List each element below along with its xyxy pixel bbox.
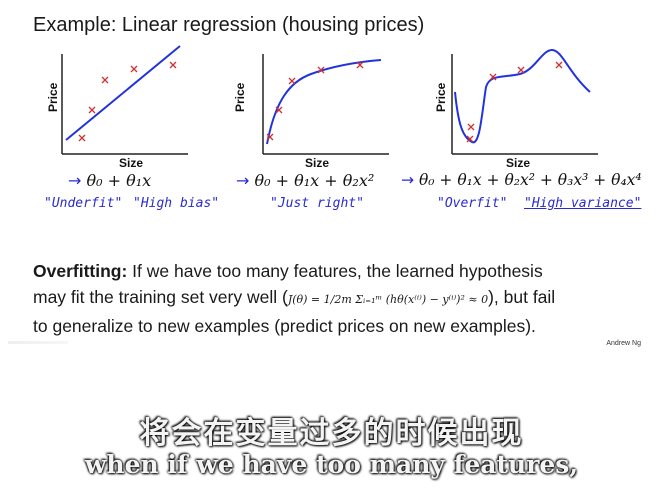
y-axis-label: Price: [233, 83, 247, 112]
data-point: [79, 135, 85, 141]
hypothesis-formula: → θ₀ + θ₁x + θ₂x²: [236, 171, 374, 190]
line-2-pre: may fit the training set very well (: [33, 287, 288, 307]
subtitle-english: when if we have too many features,: [0, 450, 663, 479]
author-credit: Andrew Ng: [606, 340, 641, 347]
data-point: [518, 67, 524, 73]
arrow-icon: →: [68, 171, 81, 190]
data-point: [102, 77, 108, 83]
line-1-text: If we have too many features, the learne…: [127, 261, 542, 281]
arrow-icon: →: [236, 171, 249, 190]
paragraph-line-1: Overfitting: If we have too many feature…: [33, 258, 643, 284]
x-axis-label: Size: [119, 156, 143, 170]
formula-text: θ₀ + θ₁x: [87, 171, 152, 190]
data-points: [79, 62, 176, 141]
note-underfit: "Underfit": [44, 196, 122, 211]
hypothesis-formula: → θ₀ + θ₁x: [68, 171, 151, 190]
plot-underfit-canvas: [60, 52, 190, 156]
hypothesis-formula: → θ₀ + θ₁x + θ₂x² + θ₃x³ + θ₄x⁴: [401, 171, 642, 189]
x-axis-label: Size: [305, 156, 329, 170]
fit-curve: [66, 46, 180, 140]
data-point: [556, 62, 562, 68]
paragraph-line-3: to generalize to new examples (predict p…: [33, 313, 643, 339]
plot-overfit-canvas: [450, 52, 600, 156]
faint-mark: [8, 341, 68, 344]
subtitle-chinese: 将会在变量过多的时候出现: [0, 408, 663, 452]
y-axis-label: Price: [434, 83, 448, 112]
cost-function: J(θ) = 1/2m Σᵢ₌₁ᵐ (hθ(x⁽ⁱ⁾) − y⁽ⁱ⁾)² ≈ 0: [288, 293, 488, 306]
data-point: [131, 66, 137, 72]
line-2-post: ), but fail: [488, 287, 555, 307]
data-point: [468, 124, 474, 130]
note-high-bias: "High bias": [133, 196, 219, 211]
fit-curve: [455, 50, 590, 142]
paragraph-line-2: may fit the training set very well (J(θ)…: [33, 284, 643, 313]
overfitting-term: Overfitting:: [33, 261, 127, 281]
plot-just-right-canvas: [261, 52, 391, 156]
y-axis-label: Price: [46, 83, 60, 112]
data-point: [289, 78, 295, 84]
overfitting-paragraph: Overfitting: If we have too many feature…: [33, 258, 643, 339]
x-axis-label: Size: [506, 156, 530, 170]
slide-title: Example: Linear regression (housing pric…: [33, 14, 424, 37]
data-point: [170, 62, 176, 68]
formula-text: θ₀ + θ₁x + θ₂x² + θ₃x³ + θ₄x⁴: [419, 171, 642, 189]
data-point: [89, 107, 95, 113]
arrow-icon: →: [401, 171, 414, 189]
note-just-right: "Just right": [270, 196, 364, 211]
note-overfit: "Overfit": [437, 196, 507, 211]
formula-text: θ₀ + θ₁x + θ₂x²: [255, 171, 375, 190]
note-high-variance: "High variance": [524, 196, 641, 211]
